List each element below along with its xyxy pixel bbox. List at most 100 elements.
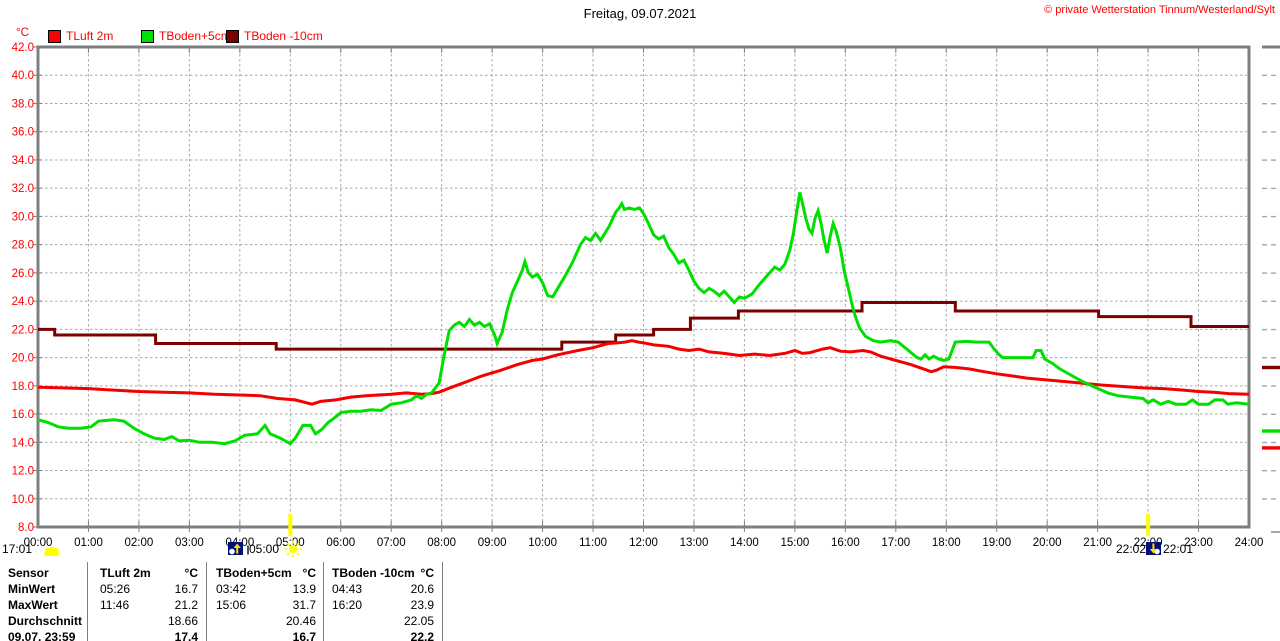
temperature-line-chart: 42.0 40.0 38.0 36.0 34.0 32.0 30.0 28.0 26.0 24.0…	[12, 42, 1280, 549]
svg-text:18:00: 18:00	[932, 537, 961, 549]
table-divider	[87, 562, 88, 641]
svg-text:19:00: 19:00	[982, 537, 1011, 549]
table-cell: 04:43	[332, 582, 363, 596]
svg-text:30.0: 30.0	[12, 211, 34, 223]
table-cell: 13.9	[292, 582, 316, 596]
legend-item-tboden10: TBoden -10cm	[226, 29, 323, 43]
svg-text:32.0: 32.0	[12, 183, 34, 195]
table-row-label: 09.07. 23:59	[8, 630, 76, 641]
series-tluft-2m	[37, 339, 1250, 406]
svg-text:05:00: 05:00	[276, 537, 305, 549]
legend-swatch-tboden5-icon	[141, 29, 154, 43]
table-cell: 21.2	[174, 598, 198, 612]
gridlines	[40, 49, 1247, 525]
svg-text:01:00: 01:00	[74, 537, 103, 549]
table-divider	[323, 562, 324, 641]
svg-text:17:00: 17:00	[881, 537, 910, 549]
table-cell: 22.2	[410, 630, 434, 641]
table-cell: 31.7	[292, 598, 316, 612]
svg-text:10:00: 10:00	[528, 537, 557, 549]
svg-text:06:00: 06:00	[326, 537, 355, 549]
sunset-time-2: 22:01	[1163, 542, 1194, 556]
svg-text:42.0: 42.0	[12, 42, 34, 54]
table-cell: 16.7	[292, 630, 316, 641]
table-cell: 23.9	[410, 598, 434, 612]
svg-text:16:00: 16:00	[831, 537, 860, 549]
svg-text:22.0: 22.0	[12, 324, 34, 336]
sun-icon	[284, 540, 302, 558]
svg-text:38.0: 38.0	[12, 98, 34, 110]
table-divider	[442, 562, 443, 641]
moonset-icon	[228, 542, 249, 555]
y-axis-unit-label: °C	[16, 27, 29, 39]
svg-text:21:00: 21:00	[1083, 537, 1112, 549]
svg-text:23:00: 23:00	[1184, 537, 1213, 549]
svg-text:34.0: 34.0	[12, 155, 34, 167]
table-cell: 11:46	[100, 598, 130, 612]
legend-label-tluft: TLuft 2m	[66, 29, 114, 43]
plot-border	[36, 45, 1251, 529]
svg-text:28.0: 28.0	[12, 240, 34, 252]
svg-text:00:00: 00:00	[24, 537, 53, 549]
table-header-col2-unit: °C	[302, 566, 316, 580]
series-tboden+5cm	[37, 192, 1250, 446]
sunrise-time: 05:00	[249, 542, 280, 556]
svg-text:15:00: 15:00	[780, 537, 809, 549]
table-header-col3: TBoden -10cm	[332, 566, 415, 580]
svg-text:07:00: 07:00	[377, 537, 406, 549]
svg-text:24:00: 24:00	[1235, 537, 1264, 549]
series-tboden-10cm	[38, 301, 1249, 351]
legend-item-tboden5: TBoden+5cm	[141, 29, 231, 43]
legend-label-tboden5: TBoden+5cm	[159, 29, 231, 43]
svg-text:14:00: 14:00	[730, 537, 759, 549]
svg-text:13:00: 13:00	[680, 537, 709, 549]
svg-text:16.0: 16.0	[12, 409, 34, 421]
svg-text:8.0: 8.0	[18, 522, 34, 534]
table-cell: 15:06	[216, 598, 247, 612]
legend-item-tluft: TLuft 2m	[48, 29, 114, 43]
table-cell: 16:20	[332, 598, 363, 612]
table-header-col3-unit: °C	[420, 566, 434, 580]
page-title: Freitag, 09.07.2021	[583, 6, 697, 21]
table-header-col2: TBoden+5cm	[216, 566, 292, 580]
svg-text:10.0: 10.0	[12, 494, 34, 506]
moon-icon	[44, 546, 60, 556]
right-margin-stubs	[1262, 45, 1280, 533]
table-cell: 22.05	[403, 614, 434, 628]
svg-text:26.0: 26.0	[12, 268, 34, 280]
svg-text:11:00: 11:00	[579, 537, 607, 549]
table-header-col1-unit: °C	[184, 566, 198, 580]
legend-swatch-tboden10-icon	[226, 29, 239, 43]
legend-label-tboden10: TBoden -10cm	[244, 29, 323, 43]
svg-text:14.0: 14.0	[12, 437, 34, 449]
svg-text:12:00: 12:00	[629, 537, 658, 549]
svg-text:02:00: 02:00	[125, 537, 154, 549]
y-tick-labels: 42.0 40.0 38.0 36.0 34.0 32.0 30.0 28.0 26.0 24.0…	[12, 42, 34, 534]
svg-text:20:00: 20:00	[1033, 537, 1062, 549]
table-cell: 16.7	[174, 582, 198, 596]
table-cell: 17.4	[174, 630, 198, 641]
table-cell: 18.66	[167, 614, 198, 628]
moonrise-time: 17:01	[2, 542, 33, 556]
table-row-label: Durchschnitt	[8, 614, 83, 628]
svg-text:24.0: 24.0	[12, 296, 34, 308]
sunset-time-1: 22:02	[1116, 542, 1147, 556]
table-row-label: MaxWert	[8, 598, 58, 612]
svg-text:40.0: 40.0	[12, 70, 34, 82]
svg-text:36.0: 36.0	[12, 127, 34, 139]
svg-text:18.0: 18.0	[12, 381, 34, 393]
sun-event-line	[288, 514, 293, 536]
svg-text:09:00: 09:00	[478, 537, 507, 549]
sunset-icon	[1146, 542, 1161, 555]
table-cell: 20.46	[285, 614, 316, 628]
sun-event-line	[1146, 514, 1151, 536]
svg-text:08:00: 08:00	[427, 537, 456, 549]
table-row-label: MinWert	[8, 582, 56, 596]
svg-text:20.0: 20.0	[12, 353, 34, 365]
x-tick-labels: 00:0001:0002:0003:0004:0005:0006:0007:00…	[24, 537, 1264, 549]
svg-text:12.0: 12.0	[12, 466, 34, 478]
legend-swatch-tluft-icon	[48, 29, 61, 43]
table-cell: 03:42	[216, 582, 247, 596]
copyright-note: © private Wetterstation Tinnum/Westerlan…	[1044, 4, 1275, 16]
